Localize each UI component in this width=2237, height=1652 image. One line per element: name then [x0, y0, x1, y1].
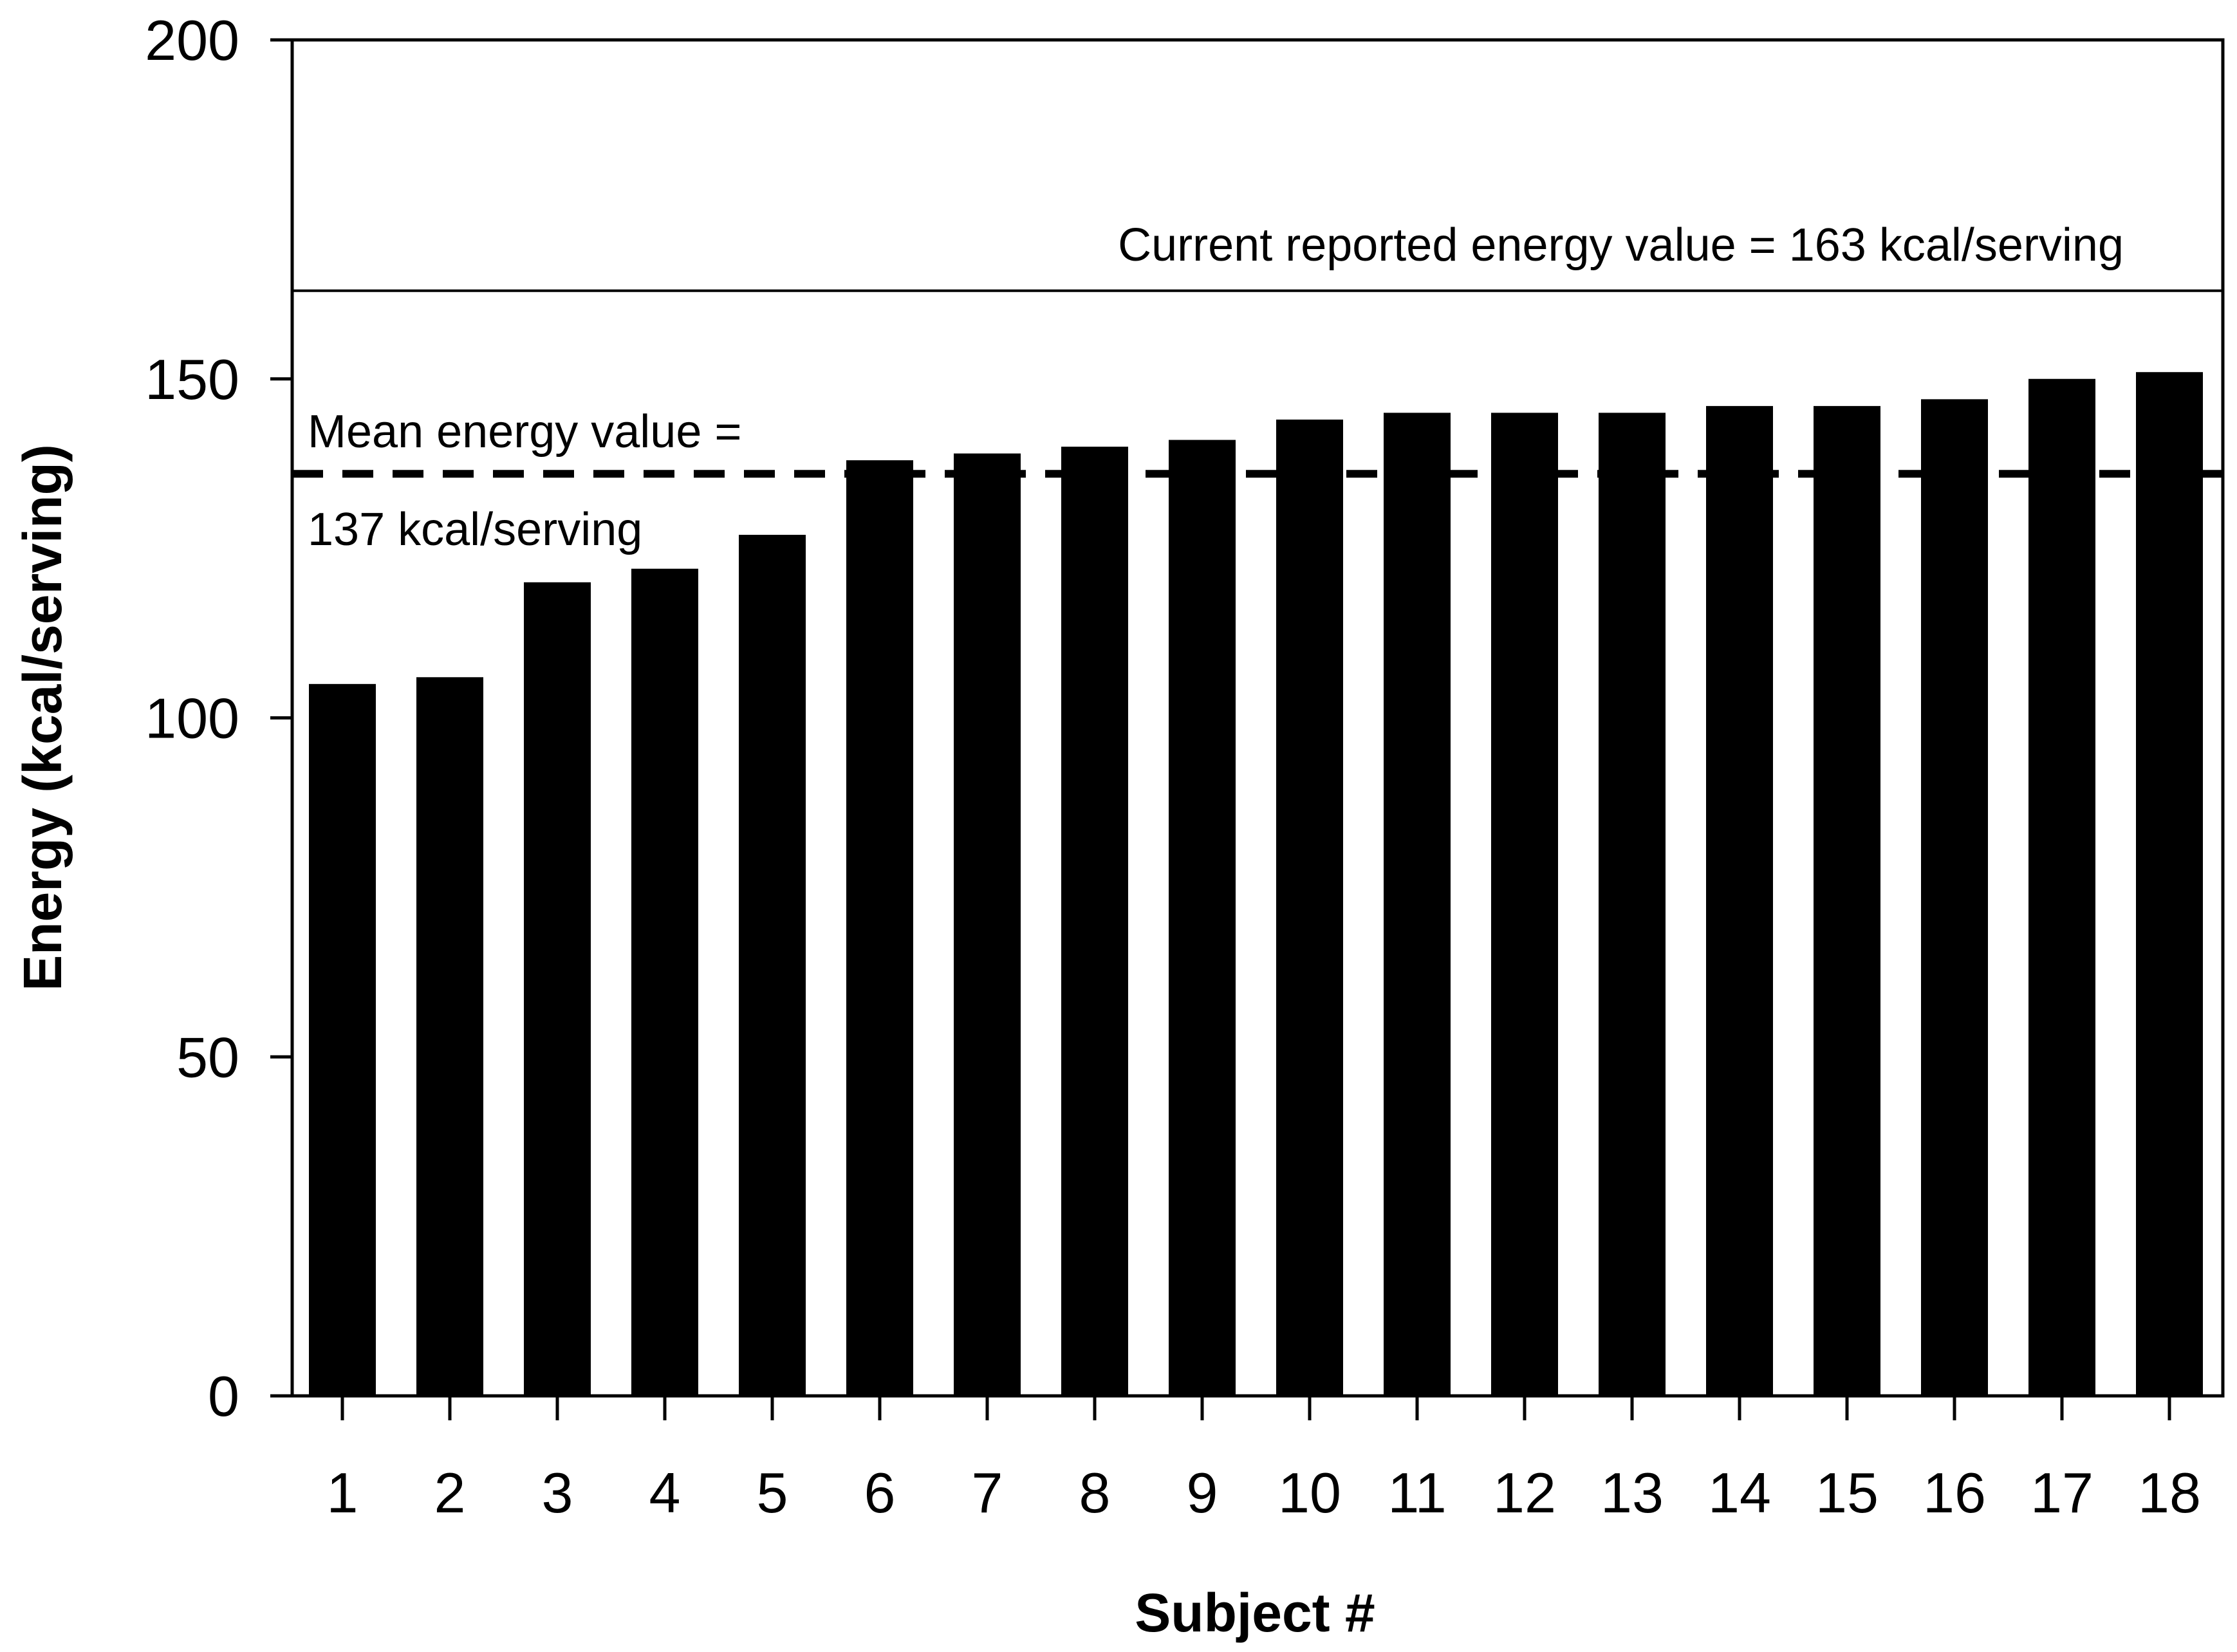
y-tick-label: 100 — [145, 687, 239, 750]
y-tick-label: 50 — [176, 1025, 239, 1089]
bar-subject-10 — [1276, 419, 1343, 1397]
x-tick-label: 18 — [2138, 1461, 2201, 1525]
bar-subject-4 — [631, 568, 698, 1396]
bar-subject-11 — [1384, 413, 1451, 1396]
current-reported-label: Current reported energy value = 163 kcal… — [1118, 219, 2124, 271]
x-tick-label: 14 — [1708, 1461, 1771, 1525]
x-tick-label: 1 — [327, 1461, 358, 1525]
bar-subject-16 — [1921, 399, 1988, 1396]
y-axis-ticks: 0 50 100 150 200 — [145, 8, 292, 1428]
bar-subject-6 — [846, 460, 913, 1397]
y-tick-label: 200 — [145, 8, 239, 72]
x-tick-label: 3 — [542, 1461, 573, 1525]
bar-subject-13 — [1599, 413, 1666, 1396]
mean-label-line1: Mean energy value = — [308, 406, 741, 458]
x-tick-label: 2 — [434, 1461, 466, 1525]
bar-subject-18 — [2136, 372, 2203, 1396]
bar-subject-14 — [1706, 405, 1773, 1396]
x-tick-label: 13 — [1601, 1461, 1664, 1525]
y-axis-title: Energy (kcal/serving) — [12, 444, 73, 991]
bar-subject-1 — [309, 683, 376, 1396]
x-tick-label: 15 — [1815, 1461, 1879, 1525]
bar-subject-5 — [739, 535, 806, 1397]
y-tick-label: 0 — [208, 1364, 239, 1428]
bar-subject-15 — [1814, 405, 1880, 1396]
x-tick-label: 5 — [757, 1461, 788, 1525]
x-axis-ticks: 1 2 3 4 5 6 7 8 9 10 11 12 13 14 15 16 17 18 — [327, 1396, 2201, 1525]
bar-subject-12 — [1491, 413, 1558, 1396]
x-tick-label: 10 — [1278, 1461, 1341, 1525]
x-tick-label: 6 — [864, 1461, 896, 1525]
x-tick-label: 8 — [1079, 1461, 1111, 1525]
x-tick-label: 16 — [1923, 1461, 1986, 1525]
bar-subject-17 — [2028, 378, 2095, 1396]
bar-subject-7 — [954, 453, 1021, 1396]
bar-subject-8 — [1061, 447, 1128, 1396]
bars-group — [309, 372, 2203, 1397]
bar-subject-9 — [1169, 440, 1236, 1397]
y-tick-label: 150 — [145, 348, 239, 411]
x-tick-label: 11 — [1388, 1461, 1446, 1525]
bar-subject-3 — [524, 582, 591, 1396]
x-tick-label: 9 — [1187, 1461, 1218, 1525]
x-tick-label: 12 — [1493, 1461, 1556, 1525]
mean-label-line2: 137 kcal/serving — [308, 504, 642, 555]
x-axis-title: Subject # — [1135, 1582, 1375, 1643]
x-tick-label: 4 — [649, 1461, 681, 1525]
bar-subject-2 — [416, 677, 483, 1396]
x-tick-label: 17 — [2030, 1461, 2093, 1525]
x-tick-label: 7 — [972, 1461, 1003, 1525]
